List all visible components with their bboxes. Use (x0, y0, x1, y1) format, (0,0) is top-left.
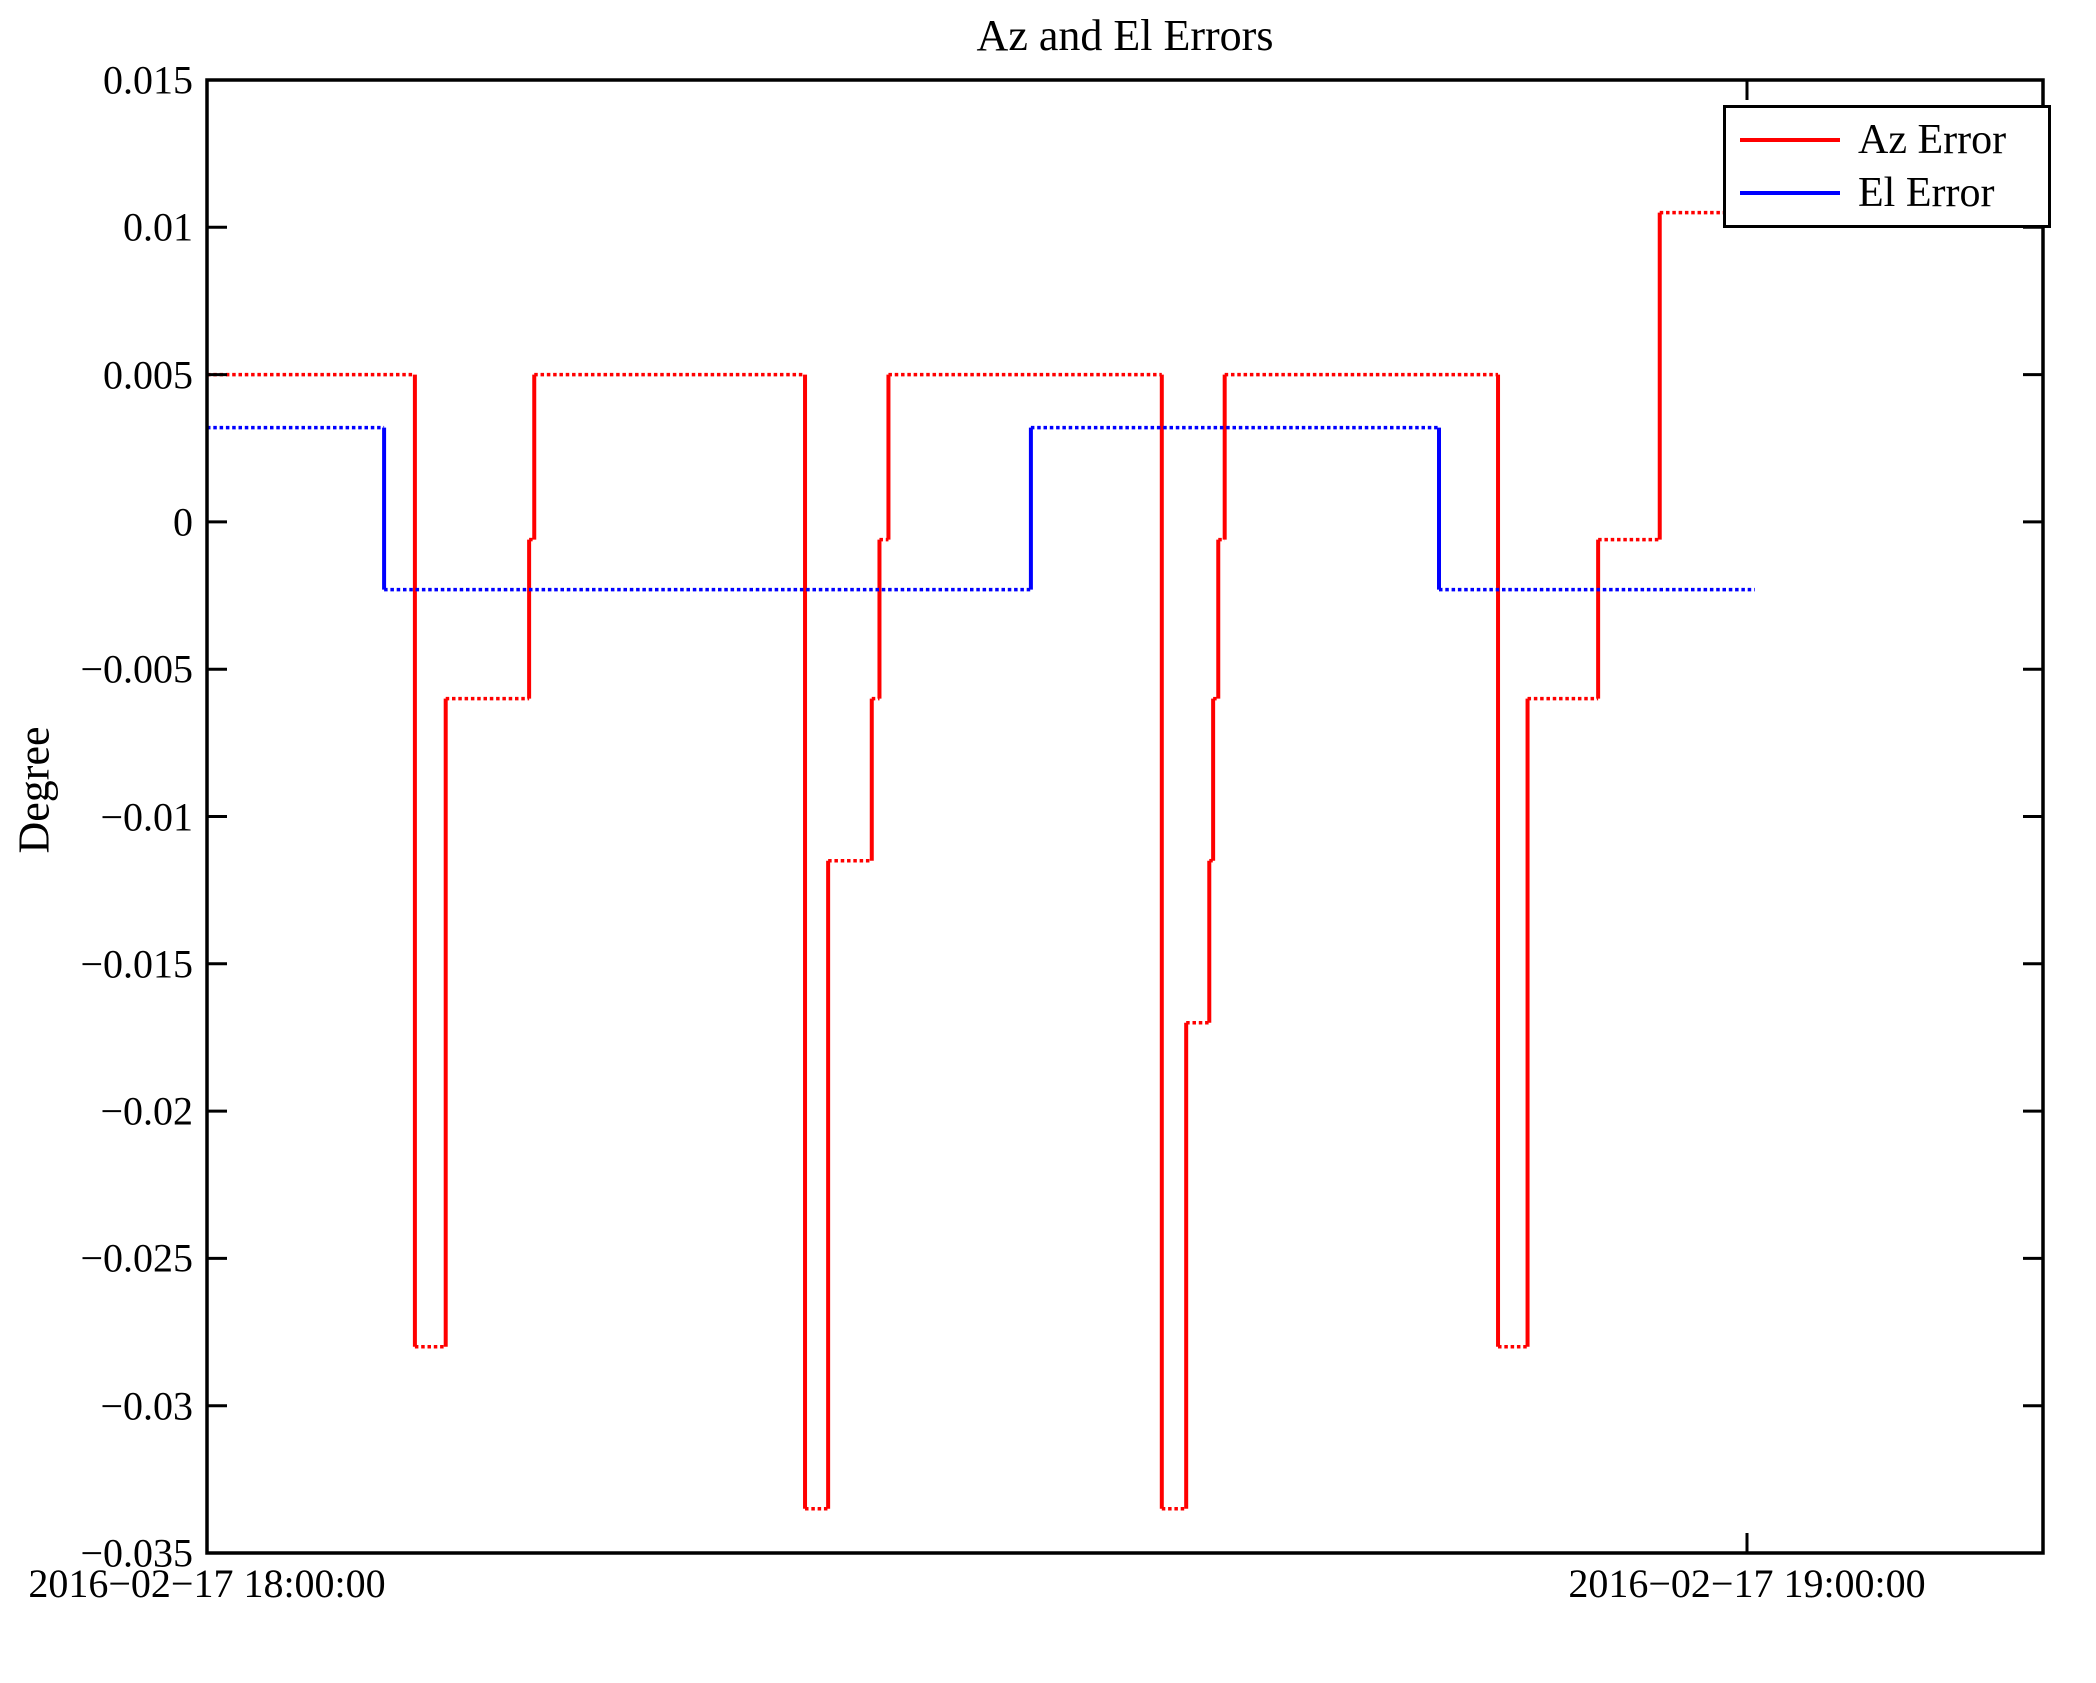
legend-item-el: El Error (1726, 172, 2048, 214)
legend-label-az: Az Error (1858, 117, 2007, 163)
y-tick-label: 0.005 (103, 352, 193, 398)
x-tick-label: 2016−02−17 18:00:00 (28, 1561, 386, 1606)
y-tick-label: −0.01 (100, 794, 193, 839)
y-tick-label: 0 (173, 499, 193, 545)
y-tick-label: −0.015 (80, 941, 193, 987)
y-tick-label: −0.005 (80, 646, 193, 692)
y-tick-label: −0.025 (80, 1235, 193, 1281)
y-tick-label: 0.01 (123, 204, 193, 250)
legend-label-el: El Error (1858, 170, 1995, 216)
el-error-line-sample (1740, 191, 1840, 195)
chart-title: Az and El Errors (976, 11, 1274, 60)
y-tick-label: −0.02 (100, 1088, 193, 1134)
y-tick-label: 0.015 (103, 57, 193, 103)
x-tick-label: 2016−02−17 19:00:00 (1568, 1561, 1926, 1606)
az-error-line-sample (1740, 138, 1840, 142)
legend: Az Error El Error (1723, 105, 2051, 228)
legend-item-az: Az Error (1726, 119, 2048, 161)
y-tick-label: −0.035 (80, 1530, 193, 1576)
y-tick-label: −0.03 (100, 1383, 193, 1429)
